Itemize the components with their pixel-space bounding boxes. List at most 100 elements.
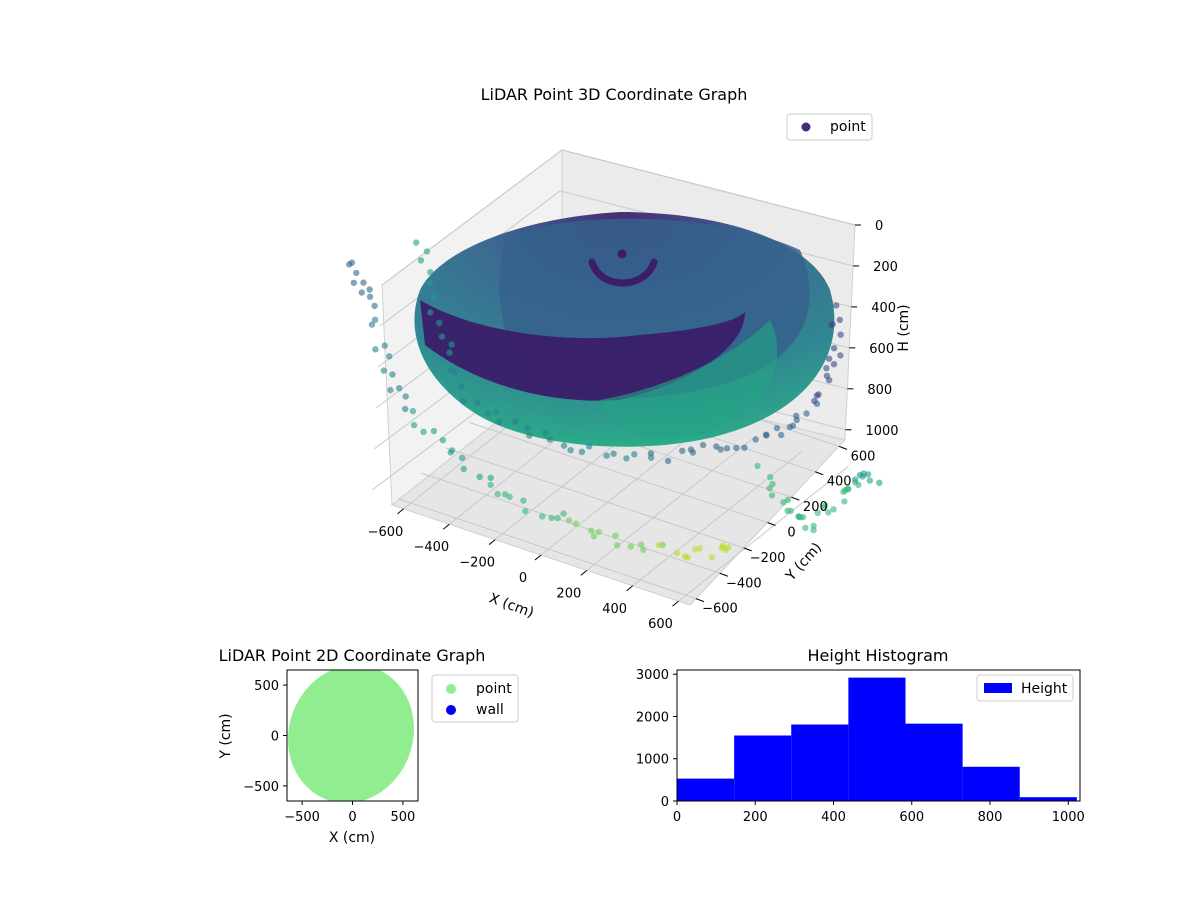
scatter-point	[723, 445, 731, 452]
scatter-point	[372, 346, 379, 353]
scatter-point	[864, 471, 872, 478]
tick-mark-x	[672, 600, 679, 607]
x-axis-label-3d: X (cm)	[487, 590, 536, 621]
scatter-point	[389, 371, 396, 378]
grid-line-z	[561, 149, 856, 226]
scatter-point	[640, 546, 647, 554]
scatter-point	[346, 261, 353, 268]
scatter-point	[494, 490, 501, 498]
histogram-bars	[677, 677, 1077, 801]
scatter-point	[780, 499, 787, 506]
scatter-point	[631, 451, 638, 458]
legend-histogram: Height	[976, 674, 1074, 702]
scatter-point	[487, 474, 494, 482]
scatter-point	[438, 333, 446, 340]
scatter-point	[420, 428, 427, 435]
scatter-point	[708, 553, 716, 561]
tick-mark-y	[838, 445, 848, 450]
scatter-point	[452, 368, 459, 376]
scatter-point	[546, 436, 554, 443]
legend-2d-label-wall: wall	[476, 702, 504, 718]
scatter-point	[427, 309, 434, 316]
bowl-center-point	[617, 249, 627, 259]
tick-label-x-hist: 200	[743, 810, 768, 825]
scatter-point	[402, 393, 409, 400]
scatter-point	[520, 497, 527, 504]
scatter-point	[859, 473, 866, 480]
scatter-point	[386, 353, 393, 360]
grid-line-z-left	[381, 149, 563, 286]
bowl-lower-band	[600, 320, 778, 439]
tick-label-x-hist: 400	[821, 810, 846, 825]
scatter-point	[664, 457, 672, 465]
legend-3d-label-point: point	[830, 119, 866, 135]
tick-label-x-hist: 600	[899, 810, 924, 825]
histogram-border	[676, 669, 1081, 802]
tick-label-y-hist: 2000	[636, 710, 669, 725]
scatter-point	[802, 524, 809, 532]
tick-label-z: 1000	[865, 424, 898, 439]
grid-line-y	[469, 422, 768, 523]
tick-mark-y	[815, 471, 824, 476]
scatter-point	[841, 498, 848, 505]
tick-label-y-2d: −500	[243, 780, 279, 795]
tick-mark-y	[767, 522, 776, 526]
tick-label-y: −600	[702, 602, 738, 617]
scatter-point	[371, 316, 379, 323]
scatter-point	[778, 431, 785, 439]
scatter-point	[402, 405, 409, 413]
tick-mark-x	[580, 570, 588, 576]
scatter-point	[725, 544, 732, 551]
scatter-point	[784, 507, 791, 514]
plot-3d-title: LiDAR Point 3D Coordinate Graph	[481, 85, 748, 104]
scatter-point	[381, 342, 388, 349]
scatter-point	[460, 465, 467, 473]
histogram-bar	[734, 735, 792, 801]
scatter-point	[572, 520, 580, 527]
scatter-point	[413, 239, 420, 246]
scatter-point	[830, 361, 838, 368]
scatter-point	[844, 485, 851, 492]
scatter-point	[612, 532, 619, 539]
tick-label-x-2d: 500	[390, 810, 415, 825]
tick-label-x: −400	[413, 540, 449, 555]
tick-mark-x	[442, 523, 450, 530]
legend-3d-swatch-point	[801, 122, 811, 132]
scatter-point	[430, 294, 438, 301]
scatter-point	[613, 542, 621, 549]
scatter-point	[366, 293, 374, 300]
legend-2d-swatch-wall	[446, 705, 456, 715]
tick-label-y: −400	[726, 576, 762, 591]
scatter-point	[833, 302, 840, 309]
scatter-point	[368, 321, 376, 328]
plot-2d: LiDAR Point 2D Coordinate Graph −500 0 500…	[218, 646, 519, 846]
scatter-point	[590, 533, 598, 540]
scatter-point	[793, 416, 800, 424]
tick-label-y-2d: 0	[271, 730, 279, 745]
tick-label-x-2d: −500	[284, 810, 320, 825]
scatter-point	[767, 473, 774, 481]
scatter-point	[763, 432, 770, 439]
z-axis-label-3d: H (cm)	[896, 304, 912, 351]
scatter-point	[810, 522, 817, 529]
scatter-point	[830, 345, 838, 352]
y-axis-label-3d: Y (cm)	[782, 540, 825, 585]
scatter-point	[380, 367, 388, 374]
scatter-point	[813, 392, 821, 399]
scatter-point	[684, 554, 691, 561]
scatter-point	[814, 509, 821, 517]
scatter-point	[773, 424, 781, 432]
histogram-bar	[962, 766, 1020, 801]
scatter-point	[410, 421, 418, 429]
scatter-point	[542, 429, 549, 436]
histogram-bar	[677, 778, 735, 801]
scatter-point	[837, 352, 844, 359]
scatter-point	[560, 510, 567, 517]
tick-label-z: 800	[867, 383, 892, 398]
grid-line-y	[445, 447, 744, 549]
scatter-point	[539, 513, 546, 520]
legend-histogram-label: Height	[1021, 681, 1068, 697]
scatter-point	[803, 410, 810, 417]
scatter-point	[578, 448, 586, 455]
